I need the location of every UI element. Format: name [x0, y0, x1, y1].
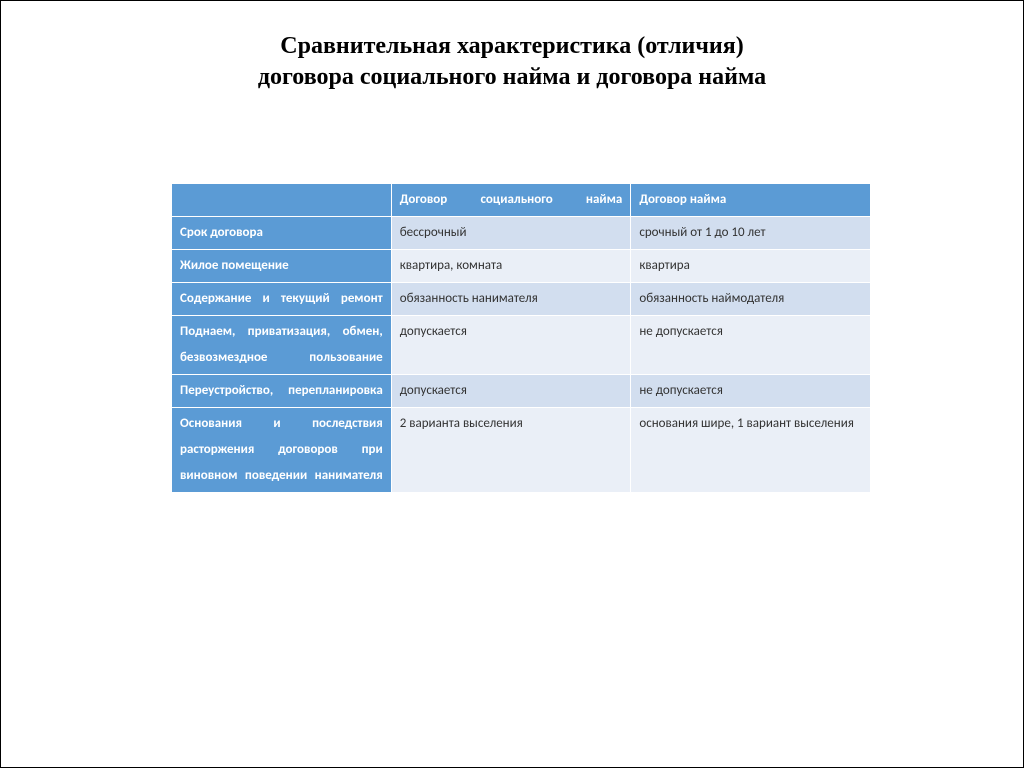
page-title: Сравнительная характеристика (отличия) д… [61, 31, 963, 93]
comparison-table: Договор социального найма Договор найма … [171, 183, 871, 493]
row-cell: не допускается [631, 375, 871, 408]
row-cell: квартира [631, 250, 871, 283]
row-cell: допускается [391, 316, 631, 375]
table-row: Содержание и текущий ремонт обязанность … [172, 283, 871, 316]
table-row: Поднаем, приватизация, обмен, безвозмезд… [172, 316, 871, 375]
row-cell: не допускается [631, 316, 871, 375]
row-label: Основания и последствия расторжения дого… [172, 408, 392, 493]
row-cell: обязанность нанимателя [391, 283, 631, 316]
row-cell: обязанность наймодателя [631, 283, 871, 316]
page: Сравнительная характеристика (отличия) д… [0, 0, 1024, 768]
title-line-1: Сравнительная характеристика (отличия) [280, 33, 743, 59]
row-label: Переустройство, перепланировка [172, 375, 392, 408]
row-cell: допускается [391, 375, 631, 408]
row-label: Поднаем, приватизация, обмен, безвозмезд… [172, 316, 392, 375]
row-cell: 2 варианта выселения [391, 408, 631, 493]
header-cell-col1: Договор социального найма [391, 184, 631, 217]
header-cell-col2: Договор найма [631, 184, 871, 217]
table-row: Жилое помещение квартира, комната кварти… [172, 250, 871, 283]
row-cell: срочный от 1 до 10 лет [631, 217, 871, 250]
row-label: Жилое помещение [172, 250, 392, 283]
table-row: Основания и последствия расторжения дого… [172, 408, 871, 493]
row-cell: бессрочный [391, 217, 631, 250]
table-row: Срок договора бессрочный срочный от 1 до… [172, 217, 871, 250]
header-cell-blank [172, 184, 392, 217]
table-row: Переустройство, перепланировка допускает… [172, 375, 871, 408]
row-cell: квартира, комната [391, 250, 631, 283]
comparison-table-wrap: Договор социального найма Договор найма … [171, 183, 871, 493]
row-cell: основания шире, 1 вариант выселения [631, 408, 871, 493]
row-label: Срок договора [172, 217, 392, 250]
title-line-2: договора социального найма и договора на… [258, 64, 766, 90]
table-header-row: Договор социального найма Договор найма [172, 184, 871, 217]
row-label: Содержание и текущий ремонт [172, 283, 392, 316]
